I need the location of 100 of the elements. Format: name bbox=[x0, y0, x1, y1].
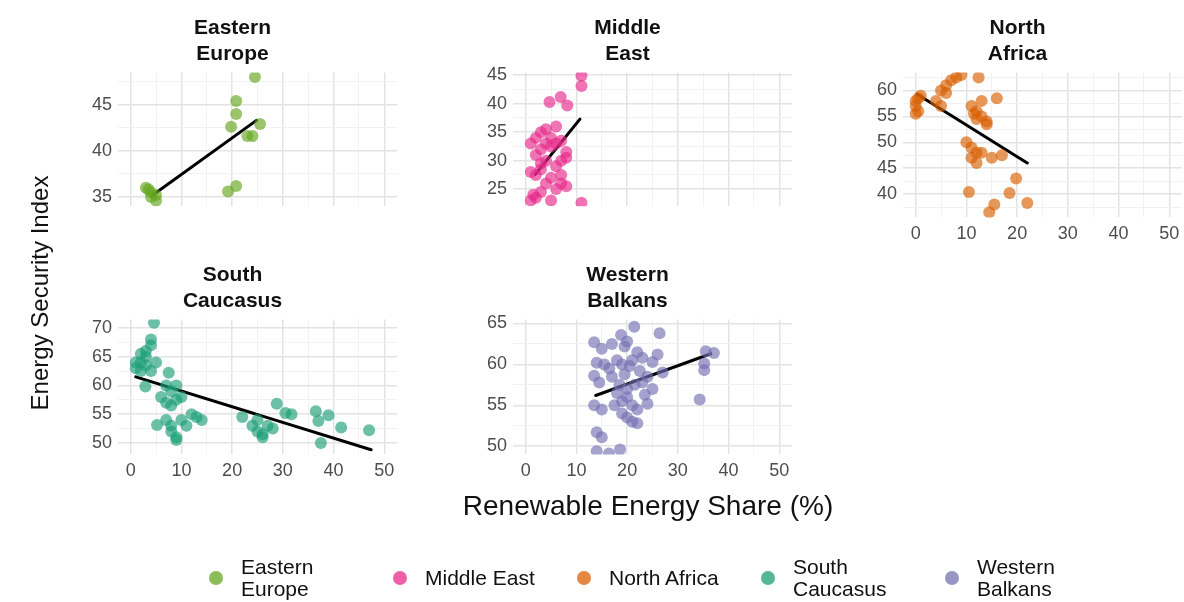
point bbox=[588, 336, 601, 349]
point bbox=[970, 157, 983, 170]
y-tick-label: 40 bbox=[876, 183, 897, 204]
point bbox=[561, 99, 574, 112]
point bbox=[180, 419, 193, 432]
point bbox=[254, 118, 267, 131]
point bbox=[1010, 172, 1023, 185]
point bbox=[631, 417, 644, 430]
x-tick-label: 0 bbox=[520, 460, 531, 481]
point bbox=[638, 388, 651, 401]
point bbox=[225, 120, 238, 133]
y-tick-label: 25 bbox=[486, 178, 507, 199]
point bbox=[990, 92, 1003, 105]
point bbox=[545, 171, 558, 184]
point bbox=[251, 413, 264, 426]
y-tick-label: 55 bbox=[91, 403, 112, 424]
point bbox=[312, 415, 325, 428]
x-tick-label: 40 bbox=[1108, 223, 1129, 244]
y-tick-label: 40 bbox=[91, 139, 112, 160]
x-tick-label: 10 bbox=[956, 223, 977, 244]
point bbox=[626, 354, 639, 367]
point bbox=[524, 166, 537, 179]
legend-label: South Caucasus bbox=[793, 555, 888, 600]
y-tick-label: 50 bbox=[486, 435, 507, 456]
point bbox=[195, 413, 208, 426]
point bbox=[555, 168, 568, 181]
legend-label: Western Balkans bbox=[977, 555, 1056, 600]
point bbox=[160, 379, 173, 392]
legend-label: Eastern Europe bbox=[241, 555, 315, 600]
point bbox=[151, 419, 164, 432]
x-tick-label: 10 bbox=[566, 460, 587, 481]
y-tick-label: 50 bbox=[91, 431, 112, 452]
point bbox=[707, 346, 720, 359]
y-tick-label: 55 bbox=[486, 394, 507, 415]
x-tick-label: 10 bbox=[171, 460, 192, 481]
x-tick-label: 20 bbox=[222, 460, 243, 481]
point bbox=[148, 319, 161, 329]
point bbox=[983, 206, 996, 218]
x-tick-label: 20 bbox=[1007, 223, 1028, 244]
x-tick-label: 20 bbox=[617, 460, 638, 481]
point bbox=[608, 399, 621, 412]
point bbox=[545, 194, 558, 207]
x-tick-label: 30 bbox=[667, 460, 688, 481]
point bbox=[248, 72, 261, 84]
point bbox=[646, 355, 659, 368]
point bbox=[230, 107, 243, 120]
x-tick-label: 30 bbox=[1057, 223, 1078, 244]
point bbox=[935, 100, 948, 113]
x-tick-label: 50 bbox=[374, 460, 395, 481]
point bbox=[985, 151, 998, 164]
point bbox=[975, 94, 988, 107]
point bbox=[940, 87, 953, 100]
x-axis-title: Renewable Energy Share (%) bbox=[462, 490, 834, 522]
point bbox=[144, 333, 157, 346]
point bbox=[165, 425, 178, 438]
point bbox=[270, 397, 283, 410]
point bbox=[621, 391, 634, 404]
point bbox=[236, 411, 249, 424]
x-tick-label: 0 bbox=[125, 460, 136, 481]
point bbox=[162, 366, 175, 379]
point bbox=[246, 130, 259, 143]
y-tick-label: 50 bbox=[876, 131, 897, 152]
point bbox=[555, 134, 568, 147]
point bbox=[693, 393, 706, 406]
point bbox=[539, 137, 552, 150]
chart-title: Middle East bbox=[594, 15, 661, 64]
point bbox=[1003, 187, 1016, 200]
point bbox=[554, 90, 567, 103]
point bbox=[363, 424, 376, 437]
point bbox=[230, 95, 243, 108]
point bbox=[595, 403, 608, 416]
point bbox=[309, 405, 322, 418]
y-tick-label: 70 bbox=[91, 316, 112, 337]
point bbox=[636, 351, 649, 364]
point bbox=[633, 364, 646, 377]
point bbox=[170, 393, 183, 406]
chart-title: North Africa bbox=[987, 15, 1048, 64]
point bbox=[139, 380, 152, 393]
legend-label: Middle East bbox=[425, 566, 536, 589]
y-tick-label: 45 bbox=[91, 93, 112, 114]
point bbox=[605, 370, 618, 383]
y-axis-title: Energy Security Index bbox=[26, 175, 54, 411]
point bbox=[279, 407, 292, 420]
point bbox=[636, 376, 649, 389]
point bbox=[524, 137, 537, 150]
y-tick-label: 65 bbox=[91, 345, 112, 366]
point bbox=[631, 403, 644, 416]
point bbox=[1021, 196, 1034, 209]
point bbox=[621, 335, 634, 348]
y-tick-label: 60 bbox=[486, 353, 507, 374]
point bbox=[543, 96, 556, 109]
point bbox=[534, 157, 547, 170]
y-tick-label: 30 bbox=[486, 149, 507, 170]
y-tick-label: 35 bbox=[486, 121, 507, 142]
point bbox=[575, 196, 588, 207]
point bbox=[590, 445, 603, 455]
y-tick-label: 60 bbox=[91, 374, 112, 395]
point bbox=[595, 342, 608, 355]
point bbox=[322, 409, 335, 422]
x-tick-label: 30 bbox=[272, 460, 293, 481]
